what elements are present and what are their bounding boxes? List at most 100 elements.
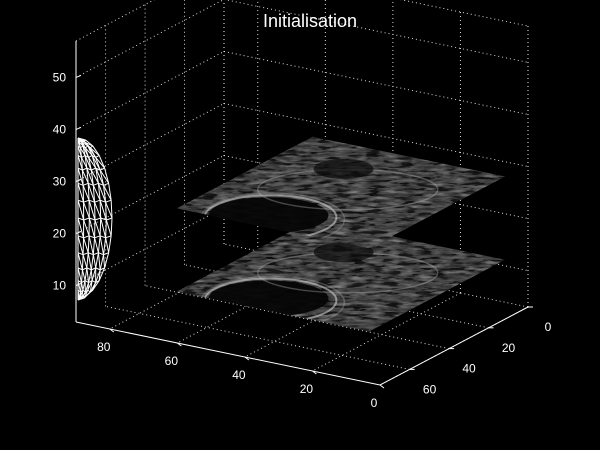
mesh-edge [98,155,106,169]
mesh-edge [81,157,83,171]
mesh-edge [91,267,96,271]
mesh-edge [88,269,92,283]
mesh-edge [92,185,101,201]
mesh-edge [84,147,90,158]
mesh-edge [105,202,113,219]
mesh-edge [82,267,88,271]
z-tick-label: 20 [53,227,67,241]
mesh-edge [85,145,89,149]
chart-title: Initialisation [263,11,357,31]
mesh-edge [89,147,100,156]
x-tick-mark [244,356,250,361]
mesh-edge [99,167,105,171]
mesh-edge [94,199,101,203]
mesh-edge [97,183,107,203]
mesh-edge [105,237,110,253]
mesh-edge [99,235,106,239]
mesh-edge [105,202,107,221]
x-tick-mark [177,342,182,347]
y-tick-label: 40 [462,362,476,376]
mesh-edge [77,137,86,141]
mesh-edge [105,199,112,203]
mesh-edge [98,267,106,281]
mesh-edge [79,147,83,158]
mesh-edge [99,254,105,270]
mesh-edge [94,235,101,239]
mesh-edge [77,199,84,203]
mesh-edge [82,182,89,186]
mesh-edge [103,185,112,201]
mesh-edge [97,183,101,201]
mesh-edge [103,185,107,203]
z-tick-mark [75,74,82,78]
mesh-edge [88,217,96,238]
mesh-edge [81,280,86,283]
mesh-edge [82,254,88,269]
mesh-edge [88,157,97,169]
mesh-edge [81,155,86,158]
mesh-edge [94,237,99,253]
grid-lines [75,0,529,386]
mesh-edge [77,183,85,203]
mesh-edge [77,235,84,255]
mesh-edge [81,170,84,186]
mesh-edge [85,139,94,147]
mesh-edge [97,252,101,270]
mesh-edge [95,269,101,283]
mesh-edge [110,200,113,219]
x-tick-label: 80 [97,340,111,354]
mesh-edge [77,295,86,299]
mesh-edge [83,235,90,239]
mesh-edge [88,157,92,171]
mesh-edge [77,252,83,271]
mesh-edge [86,168,89,184]
mesh-edge [92,280,100,291]
mesh-edge [85,147,93,156]
mesh-edge [94,202,102,219]
mesh-edge [78,141,81,149]
y-tick-label: 0 [545,320,552,334]
mesh-edge [95,157,101,171]
x-axis-line [75,321,381,386]
mesh-edge [92,145,100,156]
mesh-edge [77,200,85,221]
mesh-edge [89,280,93,293]
mesh-edge [86,167,92,171]
grid-line-z [75,51,225,130]
mesh-edge [99,169,110,184]
z-tick-mark [75,126,82,130]
mesh-edge [77,155,83,171]
mesh-edge [95,155,100,158]
mesh-edge [88,235,94,255]
y-tick-label: 20 [502,341,516,355]
mesh-edge [82,167,88,171]
mesh-edge [82,252,89,256]
y-axis-line [379,306,529,386]
mesh-edge [93,182,99,186]
mesh-edge [89,147,97,158]
mesh-edge [77,267,83,283]
mesh-edge [90,169,99,184]
grid-line-z [223,50,529,115]
mesh-edge [88,252,94,256]
mesh-edge [105,235,112,239]
mesh-edge [103,252,109,256]
mesh-edge [108,183,112,201]
x-tick-label: 20 [300,382,314,396]
mesh-edge [99,200,107,221]
mesh-edge [77,267,83,271]
mesh-edge [108,235,112,253]
mesh-edge [94,219,101,236]
mesh-edge [85,289,94,297]
wireframe-mesh [77,137,113,301]
mesh-edge [86,167,94,186]
mesh-edge [77,167,84,186]
mesh-edge [87,183,96,203]
mesh-edge [98,269,101,281]
mesh-edge [77,252,84,256]
mesh-edge [81,269,83,283]
grid-line-z [75,0,224,78]
mesh-edge [88,199,95,203]
mesh-edge [106,217,113,221]
mesh-edge [77,217,84,221]
